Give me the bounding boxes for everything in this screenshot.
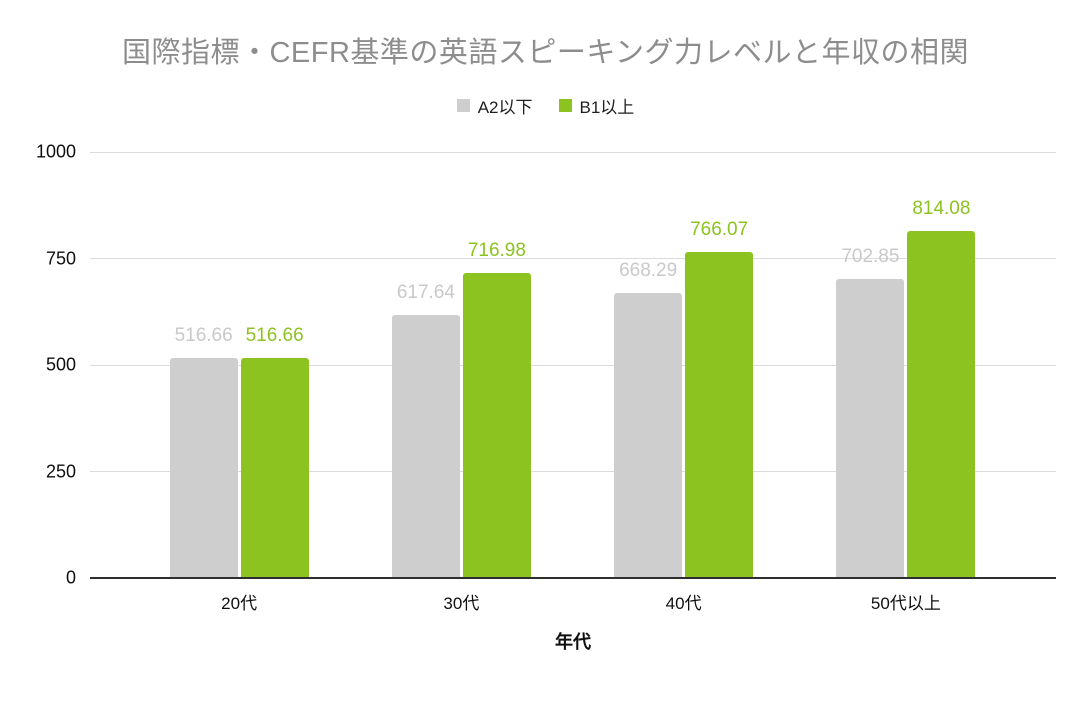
bar-value-B1以上-30代: 716.98 — [467, 239, 526, 261]
bar-value-B1以上-50代以上: 814.08 — [912, 198, 971, 220]
bar-wrap-A2以下-50代以上: 702.85 — [836, 152, 905, 578]
bar-wrap-A2以下-20代: 516.66 — [169, 152, 238, 578]
bar-A2以下-30代 — [391, 314, 460, 578]
x-axis-baseline — [90, 577, 1056, 579]
bar-wrap-A2以下-30代: 617.64 — [391, 152, 460, 578]
y-tick-0: 0 — [65, 567, 76, 588]
y-tick-1000: 1000 — [35, 141, 76, 162]
bar-A2以下-20代 — [169, 357, 238, 578]
bar-B1以上-50代以上 — [907, 231, 976, 578]
legend: A2以下 B1以上 — [0, 93, 1091, 118]
legend-item-b1: B1以上 — [558, 93, 635, 118]
y-tick-250: 250 — [45, 461, 76, 481]
bar-wrap-B1以上-30代: 716.98 — [462, 152, 531, 578]
bar-wrap-B1以上-40代: 766.07 — [685, 152, 754, 578]
bar-group-20代: 516.66 516.66 — [128, 152, 350, 578]
legend-label-b1: B1以上 — [579, 98, 635, 117]
bar-wrap-B1以上-20代: 516.66 — [240, 152, 309, 578]
x-tick-40代: 40代 — [665, 594, 702, 613]
bar-A2以下-40代 — [614, 293, 683, 578]
x-axis-title: 年代 — [555, 632, 591, 652]
bar-B1以上-20代 — [240, 357, 309, 578]
y-tick-500: 500 — [45, 354, 76, 375]
bars-row: 516.66 516.66 617.64 716.98 668.29 766.07 702.… — [128, 152, 1017, 578]
gridline-250 — [90, 471, 1056, 472]
legend-label-a2: A2以下 — [477, 98, 533, 117]
y-axis: 0 250 500 750 1000 — [0, 142, 76, 588]
bar-value-A2以下-20代: 516.66 — [174, 324, 233, 346]
bar-value-B1以上-20代: 516.66 — [245, 324, 304, 346]
bar-wrap-A2以下-40代: 668.29 — [614, 152, 683, 578]
bar-value-B1以上-40代: 766.07 — [690, 218, 749, 240]
chart-title: 国際指標・CEFR基準の英語スピーキング力レベルと年収の相関 — [121, 37, 970, 69]
x-tick-50代以上: 50代以上 — [870, 594, 941, 613]
bar-A2以下-50代以上 — [836, 278, 905, 578]
bar-value-A2以下-30代: 617.64 — [396, 281, 455, 303]
bar-B1以上-30代 — [462, 272, 531, 578]
bar-B1以上-40代 — [685, 251, 754, 578]
legend-item-a2: A2以下 — [456, 93, 533, 118]
gridline-500 — [90, 364, 1056, 366]
gridline-750 — [90, 258, 1056, 259]
legend-swatch-b1 — [558, 99, 572, 112]
bar-group-40代: 668.29 766.07 — [573, 152, 795, 578]
bar-value-A2以下-50代以上: 702.85 — [841, 245, 900, 267]
bar-group-30代: 617.64 716.98 — [350, 152, 572, 578]
x-axis-labels: 20代 30代 40代 50代以上 — [128, 589, 1017, 614]
x-tick-30代: 30代 — [443, 594, 480, 613]
gridline-1000 — [90, 151, 1056, 153]
bar-wrap-B1以上-50代以上: 814.08 — [907, 152, 976, 578]
bar-value-A2以下-40代: 668.29 — [619, 260, 678, 282]
x-tick-20代: 20代 — [221, 594, 258, 613]
plot-region: 516.66 516.66 617.64 716.98 668.29 766.07 702.… — [90, 151, 1056, 579]
y-tick-750: 750 — [45, 248, 76, 268]
bar-group-50代以上: 702.85 814.08 — [795, 152, 1017, 578]
legend-swatch-a2 — [456, 99, 470, 112]
